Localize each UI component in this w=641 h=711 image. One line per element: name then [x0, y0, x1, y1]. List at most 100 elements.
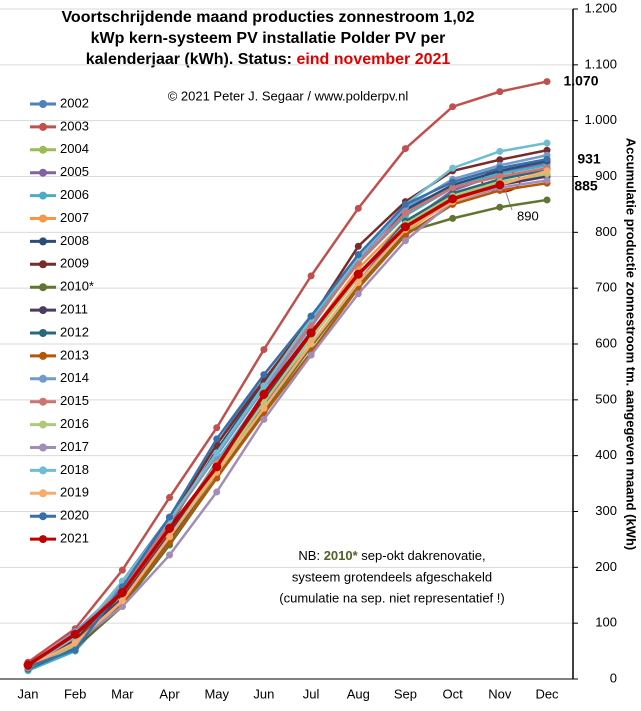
legend-label: 2018	[60, 462, 89, 477]
legend-marker	[39, 351, 47, 360]
legend-marker	[39, 443, 47, 452]
note: (cumulatie na sep. niet representatief !…	[279, 590, 504, 605]
legend-label: 2002	[60, 95, 89, 110]
y-tick-label: 600	[595, 335, 617, 350]
legend-marker	[39, 122, 47, 131]
data-point	[448, 194, 458, 204]
data-point	[213, 424, 221, 432]
legend-marker	[39, 535, 47, 544]
data-point	[495, 180, 505, 190]
data-point	[260, 404, 268, 412]
data-point	[260, 415, 268, 423]
x-tick-label: Nov	[488, 686, 512, 701]
legend-marker	[39, 214, 47, 223]
y-tick-label: 100	[595, 615, 617, 630]
data-point	[166, 494, 174, 502]
legend-label: 2017	[60, 439, 89, 454]
legend-marker	[39, 283, 47, 292]
data-point	[23, 660, 33, 670]
data-point	[543, 155, 551, 163]
title-highlight: eind november 2021	[296, 51, 450, 68]
chart-title: kalenderjaar (kWh). Status:	[86, 51, 292, 68]
data-point	[212, 462, 222, 472]
note-prefix: NB:	[298, 548, 320, 563]
data-point	[117, 587, 127, 597]
legend-label: 2013	[60, 347, 89, 362]
chart-title: kalenderjaar (kWh). Status: eind novembe…	[86, 51, 451, 68]
data-point	[543, 176, 551, 184]
data-point	[260, 382, 268, 390]
y-axis-label: Accumulatie productie zonnestroom tm. aa…	[624, 138, 639, 550]
data-point	[307, 272, 315, 280]
y-tick-label: 200	[595, 559, 617, 574]
x-tick-label: Aug	[347, 686, 370, 701]
x-tick-label: Apr	[159, 686, 180, 701]
data-point	[496, 164, 504, 172]
legend-marker	[39, 145, 47, 154]
y-tick-label: 1.100	[584, 56, 617, 71]
legend-marker	[39, 329, 47, 337]
data-point	[449, 184, 457, 192]
data-point	[449, 178, 457, 186]
legend-label: 2016	[60, 416, 89, 431]
data-point	[543, 196, 551, 204]
x-tick-label: Jun	[253, 686, 274, 701]
data-point	[166, 513, 174, 521]
y-tick-label: 500	[595, 391, 617, 406]
series-line	[27, 154, 548, 668]
data-point	[400, 222, 410, 232]
x-tick-label: Jul	[303, 686, 320, 701]
data-point	[449, 103, 457, 111]
legend-marker	[39, 397, 47, 406]
data-point	[71, 646, 79, 654]
data-point	[71, 639, 79, 647]
legend-marker	[39, 512, 47, 521]
note: NB: 2010* sep-okt dakrenovatie,	[298, 548, 485, 563]
y-tick-label: 800	[595, 224, 617, 239]
legend-marker	[39, 489, 47, 498]
x-tick-label: Sep	[394, 686, 417, 701]
data-point	[543, 78, 551, 86]
annotation: 931	[577, 151, 601, 167]
series-line	[27, 149, 548, 667]
annotation: 890	[517, 208, 539, 223]
note-highlight: 2010*	[324, 548, 359, 563]
legend-marker	[39, 237, 47, 246]
legend-label: 2008	[60, 233, 89, 248]
data-point	[543, 139, 551, 147]
data-point	[307, 312, 315, 320]
data-point	[118, 597, 126, 605]
x-tick-label: Dec	[535, 686, 559, 701]
data-point	[496, 88, 504, 96]
x-tick-label: Feb	[64, 686, 86, 701]
legend-marker	[39, 374, 47, 383]
legend-label: 2004	[60, 141, 89, 156]
data-point	[260, 346, 268, 354]
legend-label: 2019	[60, 485, 89, 500]
series-line	[27, 141, 548, 668]
data-point	[259, 389, 269, 399]
series-line	[27, 181, 548, 669]
legend-marker	[39, 100, 47, 108]
note-text: sep-okt dakrenovatie,	[361, 548, 485, 563]
y-tick-label: 0	[610, 670, 617, 685]
y-tick-label: 900	[595, 168, 617, 183]
data-point	[165, 523, 175, 533]
data-point	[354, 279, 362, 287]
x-tick-label: Jan	[18, 686, 39, 701]
legend-label: 2005	[60, 164, 89, 179]
legend-label: 2006	[60, 187, 89, 202]
legend-label: 2011	[60, 302, 88, 317]
data-point	[543, 167, 551, 175]
legend-marker	[39, 191, 47, 200]
data-point	[449, 214, 457, 222]
y-tick-label: 300	[595, 503, 617, 518]
data-point	[118, 566, 126, 574]
x-tick-label: May	[204, 686, 229, 701]
annotation: 885	[574, 178, 598, 194]
data-point	[307, 351, 315, 359]
data-point	[70, 629, 80, 639]
grid	[0, 8, 573, 680]
data-point	[213, 449, 221, 457]
